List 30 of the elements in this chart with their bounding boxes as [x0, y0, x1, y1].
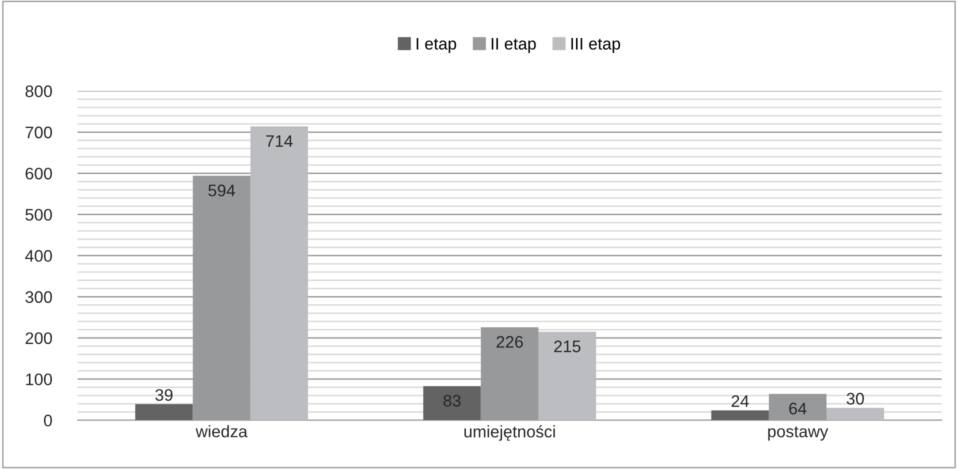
y-tick-label: 200 [26, 332, 52, 344]
y-tick-label: 100 [26, 373, 52, 386]
y-tick-label: 800 [26, 85, 52, 98]
bar [423, 386, 481, 420]
data-label: 594 [208, 184, 236, 196]
data-label: 24 [732, 395, 749, 407]
y-tick-label: 700 [26, 126, 52, 138]
x-tick-label: umiejętności [464, 425, 555, 441]
data-label: 64 [789, 402, 806, 414]
y-tick-label: 0 [44, 414, 52, 426]
y-tick-label: 300 [25, 291, 52, 303]
data-label: 215 [554, 340, 580, 352]
x-tick-label: postawy [768, 426, 828, 441]
bar [711, 410, 769, 420]
bar [135, 404, 193, 420]
data-label: 30 [846, 392, 864, 405]
data-label: 39 [155, 389, 172, 401]
legend-label: III etap [571, 38, 620, 53]
data-label: 83 [444, 394, 461, 407]
y-tick-label: 500 [25, 208, 52, 221]
bar [250, 126, 308, 420]
legend-label: I etap [416, 38, 456, 53]
data-label: 226 [496, 336, 523, 348]
x-tick-label: wiedza [196, 425, 248, 438]
bar [538, 332, 596, 420]
y-tick-label: 400 [25, 250, 52, 262]
legend-label: II etap [492, 38, 536, 53]
bar [826, 408, 884, 420]
data-label: 714 [266, 135, 293, 147]
y-tick-label: 600 [26, 168, 52, 180]
